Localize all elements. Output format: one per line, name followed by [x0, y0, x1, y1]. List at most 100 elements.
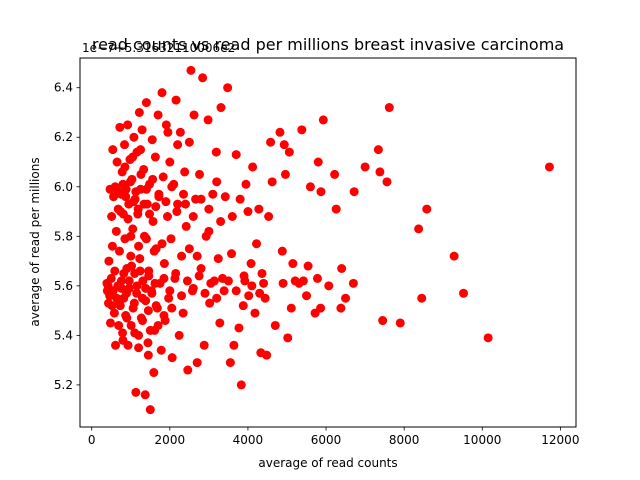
data-point — [150, 152, 160, 162]
data-point — [131, 387, 141, 397]
data-point — [270, 320, 280, 330]
x-tick-label: 6000 — [311, 433, 342, 447]
data-point — [111, 226, 121, 236]
data-point — [163, 127, 173, 137]
data-point — [341, 293, 351, 303]
data-point — [161, 120, 171, 130]
data-point — [149, 368, 159, 378]
data-point — [459, 288, 469, 298]
data-point — [136, 145, 146, 155]
data-point — [116, 283, 126, 293]
data-point — [165, 157, 175, 167]
data-point — [173, 199, 183, 209]
data-point — [174, 330, 184, 340]
y-tick-label: 6.4 — [54, 81, 73, 95]
data-point — [167, 303, 177, 313]
chart-title: read counts vs read per millions breast … — [92, 35, 564, 54]
y-tick-label: 6.2 — [54, 130, 73, 144]
data-point — [116, 207, 126, 217]
data-point — [137, 316, 147, 326]
data-point — [107, 241, 117, 251]
data-point — [130, 328, 140, 338]
data-point — [227, 212, 237, 221]
data-point — [158, 172, 168, 182]
data-point — [129, 197, 139, 207]
data-point — [149, 246, 159, 256]
data-point — [417, 293, 427, 303]
data-point — [220, 192, 230, 202]
data-point — [215, 318, 225, 328]
data-point — [283, 333, 293, 343]
data-point — [252, 239, 262, 249]
data-point — [330, 169, 340, 179]
data-point — [134, 107, 144, 117]
y-offset-text: 1e−7+5.31632110006e2 — [82, 41, 235, 55]
data-point — [231, 286, 241, 296]
data-point — [180, 199, 190, 209]
data-point — [129, 298, 139, 308]
data-point — [122, 313, 132, 323]
data-point — [189, 110, 199, 120]
data-point — [212, 293, 222, 303]
data-point — [310, 308, 320, 318]
x-axis-label: average of read counts — [258, 456, 397, 470]
data-point — [118, 335, 128, 345]
data-point — [108, 145, 118, 155]
data-point — [267, 177, 277, 187]
data-point — [211, 147, 221, 157]
data-point — [126, 231, 136, 241]
data-point — [195, 169, 205, 179]
data-point — [384, 103, 394, 113]
data-point — [133, 204, 143, 214]
data-point — [151, 301, 161, 311]
data-point — [159, 273, 169, 283]
data-point — [119, 268, 129, 278]
data-point — [279, 140, 289, 150]
data-point — [223, 83, 233, 93]
data-point — [151, 202, 161, 212]
data-point — [257, 268, 267, 278]
data-point — [373, 145, 383, 155]
data-point — [183, 365, 193, 375]
y-axis-label: average of read per millions — [28, 157, 42, 326]
data-point — [188, 212, 198, 221]
data-point — [167, 353, 177, 363]
data-point — [147, 135, 157, 145]
data-point — [181, 221, 191, 231]
data-point — [135, 266, 145, 276]
data-point — [120, 140, 130, 150]
data-point — [118, 328, 128, 338]
data-point — [121, 192, 131, 202]
data-point — [135, 254, 145, 264]
data-point — [126, 251, 136, 261]
data-point — [192, 358, 202, 368]
data-point — [349, 187, 359, 197]
y-tick-label: 6.0 — [54, 180, 73, 194]
data-point — [171, 95, 181, 105]
data-point — [132, 288, 142, 298]
data-point — [213, 254, 223, 264]
data-point — [236, 380, 246, 390]
y-tick-label: 5.8 — [54, 229, 73, 243]
data-point — [235, 194, 245, 204]
data-point — [216, 103, 226, 113]
x-tick-label: 4000 — [233, 433, 264, 447]
data-point — [414, 224, 424, 234]
data-point — [179, 189, 188, 199]
data-point — [128, 224, 138, 234]
data-point — [105, 318, 115, 328]
data-point — [234, 323, 244, 333]
x-tick-label: 2000 — [155, 433, 186, 447]
data-point — [204, 226, 214, 236]
data-point — [105, 184, 115, 194]
data-point — [110, 266, 120, 276]
data-point — [143, 350, 153, 360]
data-point — [126, 320, 136, 330]
data-point — [114, 296, 124, 306]
x-axis-ticks: 0 2000 4000 6000 8000 10000 12000 — [88, 427, 579, 447]
data-point — [297, 125, 307, 135]
data-point — [254, 204, 264, 214]
data-point — [141, 184, 151, 194]
data-point — [180, 167, 190, 177]
data-point — [184, 244, 194, 254]
